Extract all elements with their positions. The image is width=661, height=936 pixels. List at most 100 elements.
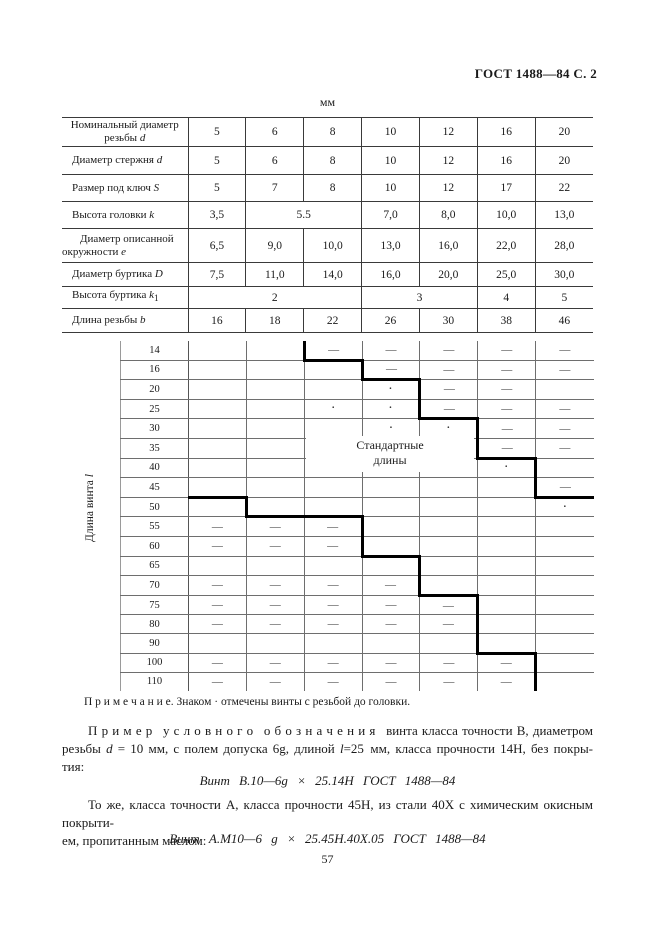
spec-cell: 12 [418,146,478,175]
full-thread-dot: · [477,458,536,479]
matrix-cell [188,438,247,459]
paragraph-line: тия: [62,759,85,774]
length-value: 100 [120,653,189,674]
matrix-cell [535,379,594,400]
matrix-row: 45 — [120,477,594,499]
spec-cell: 3 [361,286,478,309]
spec-cell: 11,0 [245,262,304,287]
spec-cell: 5 [187,174,246,202]
matrix-cell [188,399,247,420]
spec-cell: 10,0 [476,201,536,229]
spec-cell: 4 [476,286,536,309]
matrix-cell [303,379,363,400]
matrix-cell [245,418,305,439]
matrix-cell [188,360,247,381]
non-standard-dash: — [245,672,305,691]
spec-cell: 2 [187,286,362,309]
non-standard-dash: — [476,438,536,460]
matrix-cell [419,497,478,518]
matrix-row: 30 · · — — [120,418,594,439]
axis-label-text: Длина винта [84,480,96,542]
matrix-cell [303,633,363,654]
spec-row-label: Высота головки k [62,201,188,229]
spec-cell: 8 [303,174,362,202]
non-standard-dash: — [303,672,363,691]
matrix-cell [361,497,420,518]
length-value: 110 [120,672,189,691]
spec-cell: 22 [534,174,594,202]
standard-lengths-line1: Стандартные [356,438,424,452]
non-standard-dash: — [245,614,305,634]
matrix-cell [245,399,305,420]
length-value: 75 [120,595,189,616]
matrix-cell [419,633,478,654]
length-value: 80 [120,614,189,634]
non-standard-dash: — [419,672,478,691]
length-value: 65 [120,556,189,577]
non-standard-dash: — [419,595,478,616]
spec-cell: 16 [476,146,536,175]
dimensions-table: Номинальный диаметр резьбы d 5 6 8 10 12 16 20 Ди… [62,117,594,333]
non-standard-dash: — [361,575,420,596]
matrix-row: 80— — — — — [120,614,594,634]
spec-cell: 16,0 [361,262,420,287]
paragraph-line: резьбы d = 10 мм, с полем допуска 6g, дл… [62,741,594,756]
spec-cell: 6 [245,146,304,175]
non-standard-dash: — [534,477,594,499]
standard-lengths-label: Стандартные длины [306,436,474,472]
matrix-cell [244,497,305,519]
matrix-cell [188,341,247,361]
full-thread-dot: · [535,497,594,518]
spec-cell: 16 [476,117,536,147]
length-value: 70 [120,575,189,596]
page-header: ГОСТ 1488—84 С. 2 [474,66,597,81]
spec-cell: 30 [418,308,478,333]
non-standard-dash: — [188,614,247,634]
table-row: Размер под ключ S 5 7 8 10 12 17 22 [62,174,594,202]
matrix-cell [245,633,305,654]
non-standard-dash: — [418,399,478,421]
matrix-cell [245,379,305,400]
non-standard-dash: — [419,341,478,361]
length-value: 40 [120,458,189,479]
table-row: Высота буртика k1 2 3 4 5 [62,286,594,309]
matrix-cell [303,360,363,381]
spec-row-label: Номинальный диаметр резьбы d [62,117,188,147]
non-standard-dash: — [303,595,363,616]
full-thread-dot: · [303,399,363,420]
matrix-cell [245,438,305,459]
length-value: 20 [120,379,189,400]
spec-cell: 9,0 [245,228,304,263]
spec-cell: 22 [303,308,362,333]
paragraph-line: ем, пропитанным маслом: [62,833,207,848]
matrix-cell [476,595,536,616]
unit-label: мм [319,95,336,109]
matrix-cell [361,477,420,498]
matrix-cell [361,556,420,577]
matrix-cell [535,516,594,537]
non-standard-dash: — [188,595,247,616]
length-matrix-table: 14— — — — —16— — — —20 · — —25 · · — — —30 · · — —35— —40 · 45… [120,341,594,691]
table-row: Номинальный диаметр резьбы d 5 6 8 10 12 16 20 [62,117,594,147]
matrix-cell [534,653,594,674]
designation-example-1: Винт В.10—6g × 25.14Н ГОСТ 1488—84 [199,773,456,788]
spec-cell: 13,0 [361,228,420,263]
table-row: Диаметр буртика D 7,5 11,0 14,0 16,0 20,0 25,0… [62,262,594,287]
spec-cell: 20 [534,146,594,175]
length-value: 55 [120,516,189,537]
non-standard-dash: — [188,516,247,537]
spec-cell: 17 [476,174,536,202]
matrix-cell [477,516,536,537]
non-standard-dash: — [419,653,478,674]
non-standard-dash: — [303,516,363,537]
matrix-cell [477,477,536,498]
length-value: 16 [120,360,189,381]
footnote: П р и м е ч а н и е. Знаком · отмечены в… [62,696,593,708]
length-value: 45 [120,477,189,498]
non-standard-dash: — [535,360,594,381]
spec-cell: 22,0 [476,228,536,263]
spec-cell: 6 [245,117,304,147]
non-standard-dash: — [303,653,363,674]
spec-cell: 8 [303,146,362,175]
footnote-title: П р и м е ч а н и е. [84,696,174,708]
